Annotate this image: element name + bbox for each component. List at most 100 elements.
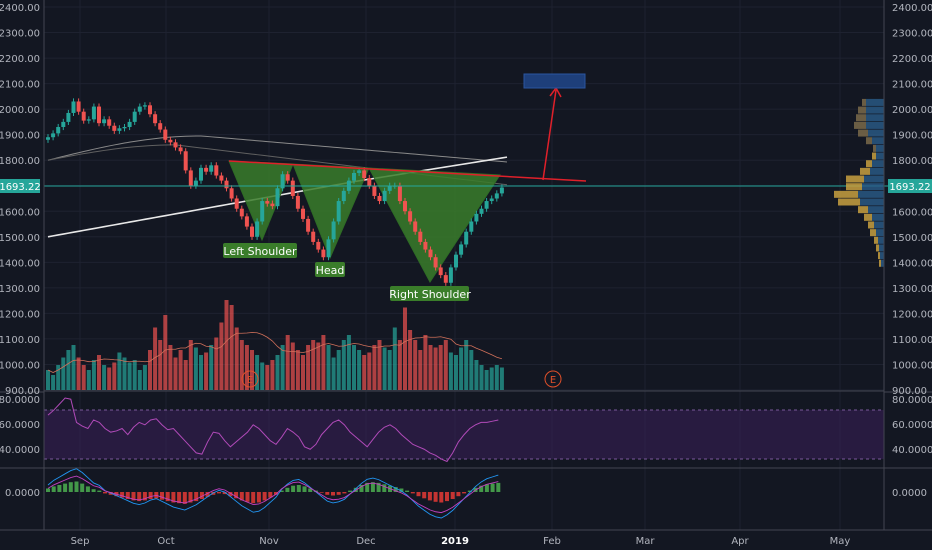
volume-profile-bar: [870, 167, 884, 175]
macd-histogram-bar: [319, 492, 324, 493]
volume-profile-bar: [872, 160, 884, 168]
price-axis-label: 1200.00: [0, 309, 40, 320]
target-arrow[interactable]: [542, 89, 557, 181]
volume-panel: E E: [46, 300, 562, 390]
candle: [418, 231, 423, 242]
volume-profile-bar: [854, 121, 866, 129]
volume-bar: [66, 350, 71, 390]
volume-bar: [438, 345, 443, 390]
macd-histogram-bar: [496, 482, 501, 492]
macd-histogram-bar: [456, 492, 461, 497]
price-axis-label: 1500.00: [0, 233, 40, 244]
macd-histogram-bar: [165, 492, 170, 502]
candle: [372, 185, 377, 196]
volume-bar: [102, 365, 107, 390]
candle: [290, 180, 295, 196]
macd-histogram-bar: [131, 492, 136, 501]
macd-histogram-bar: [63, 483, 68, 492]
macd-histogram-bar: [228, 492, 233, 497]
candle: [255, 221, 260, 237]
volume-bar: [183, 360, 188, 390]
price-axis-label: 2400.00: [0, 3, 40, 14]
volume-bar: [61, 357, 66, 390]
price-axis-label: 1400.00: [892, 258, 932, 269]
macd-histogram-bar: [467, 490, 472, 492]
svg-text:Right Shoulder: Right Shoulder: [389, 288, 471, 301]
candle: [209, 165, 214, 172]
target-zone-box[interactable]: [523, 73, 586, 89]
volume-bar: [127, 362, 132, 390]
macd-histogram-bar: [325, 492, 330, 495]
volume-bar: [469, 350, 474, 390]
volume-bar: [295, 350, 300, 390]
macd-histogram-bar: [245, 492, 250, 502]
signal-line: [47, 475, 499, 514]
candle: [489, 198, 494, 202]
price-axis-label: 2400.00: [892, 3, 932, 14]
macd-histogram-bar: [125, 492, 130, 499]
macd-histogram-bar: [268, 492, 273, 498]
volume-bar: [239, 340, 244, 390]
candle: [367, 178, 372, 186]
volume-bar: [423, 335, 428, 390]
volume-bar: [367, 352, 372, 390]
macd-histogram-bar: [490, 483, 495, 492]
left-price-axis[interactable]: 2400.00 2300.00 2200.00 2100.00 2000.00 1900.…: [0, 3, 40, 499]
macd-histogram-bar: [85, 486, 90, 492]
macd-histogram-bar: [331, 492, 335, 496]
earnings-marker[interactable]: E: [544, 370, 562, 388]
volume-profile-bar: [870, 229, 876, 237]
price-axis-label: 1600.00: [892, 207, 932, 218]
macd-histogram-bar: [370, 482, 375, 492]
volume-bar: [433, 347, 438, 390]
macd-histogram-bar: [182, 492, 187, 504]
macd-histogram-bar: [416, 492, 421, 497]
volume-bar: [316, 342, 321, 390]
volume-bar: [255, 355, 260, 390]
macd-histogram-bar: [393, 487, 398, 492]
volume-bar: [270, 360, 275, 390]
volume-bar: [188, 340, 193, 390]
volume-bar: [479, 365, 484, 390]
volume-bar: [107, 367, 112, 390]
candle: [183, 151, 188, 171]
volume-bar: [132, 360, 137, 390]
candle: [321, 249, 326, 258]
volume-profile-bar: [856, 114, 866, 122]
price-axis-label: 1600.00: [0, 207, 40, 218]
time-axis-label: Feb: [543, 536, 561, 547]
candle: [331, 221, 336, 240]
macd-histogram-bar: [291, 485, 296, 492]
volume-bar: [377, 340, 382, 390]
candle: [438, 267, 443, 276]
neckline[interactable]: [228, 160, 587, 182]
volume-bar: [408, 330, 413, 390]
macd-histogram-bar: [103, 492, 107, 494]
macd-histogram-bar: [251, 492, 256, 504]
volume-bar: [336, 350, 341, 390]
volume-bar: [158, 340, 163, 390]
macd-histogram-bar: [382, 484, 387, 492]
volume-profile-bar: [878, 236, 884, 244]
candle: [387, 185, 392, 191]
macd-histogram-bar: [148, 492, 153, 499]
macd-histogram-bar: [302, 486, 307, 492]
volume-bar: [122, 357, 127, 390]
volume-bar: [76, 357, 81, 390]
volume-bar: [448, 352, 453, 390]
volume-bar: [428, 345, 433, 390]
candle: [219, 175, 224, 181]
candle: [352, 172, 356, 181]
candle: [71, 101, 76, 113]
time-axis[interactable]: Sep Oct Nov Dec 2019 Feb Mar Apr May: [71, 536, 851, 547]
earnings-marker[interactable]: E: [241, 370, 259, 388]
price-axis-label: 2300.00: [0, 29, 40, 40]
macd-histogram-bar: [239, 492, 244, 501]
time-axis-label: Dec: [356, 536, 375, 547]
volume-bar: [234, 327, 239, 390]
macd-histogram-bar: [296, 485, 301, 492]
candle: [214, 165, 219, 176]
svg-text:E: E: [247, 375, 253, 386]
price-panel[interactable]: Left Shoulder Head Right Shoulder: [44, 73, 888, 301]
